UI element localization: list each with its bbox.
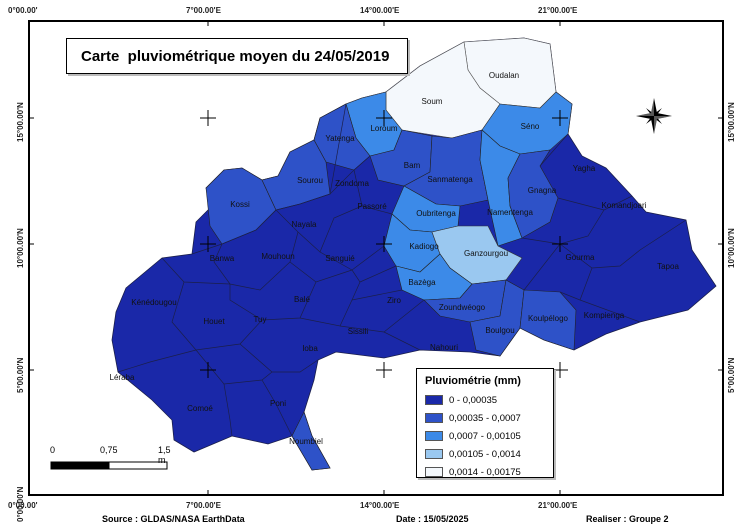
province-label-ioba: Ioba bbox=[302, 344, 318, 353]
province-label-nahouri: Nahouri bbox=[430, 343, 458, 352]
province-label-komandjoari: Komandjoari bbox=[602, 201, 647, 210]
grid-label-top-2: 14°00.00'E bbox=[360, 6, 400, 15]
province-label-leraba: Léraba bbox=[110, 373, 135, 382]
province-label-ganzourgou: Ganzourgou bbox=[464, 249, 508, 258]
graticule-crosses bbox=[200, 110, 568, 378]
scale-bar: 0 0,75 1,5 m bbox=[50, 445, 172, 476]
province-label-ziro: Ziro bbox=[387, 296, 401, 305]
grid-label-top-1: 7°00.00'E bbox=[186, 6, 221, 15]
province-label-nayala: Nayala bbox=[292, 220, 317, 229]
legend-item: 0 - 0,00035 bbox=[425, 391, 545, 409]
map-title: Carte pluviométrique moyen du 24/05/2019 bbox=[66, 38, 408, 74]
grid-label-bottom-3: 21°00.00'E bbox=[538, 501, 578, 510]
province-label-zoundweogo: Zoundwéogo bbox=[439, 303, 486, 312]
province-label-seno: Séno bbox=[521, 122, 540, 131]
legend-swatch bbox=[425, 449, 443, 459]
province-label-oudalan: Oudalan bbox=[489, 71, 519, 80]
province-label-kenedougou: Kénédougou bbox=[131, 298, 176, 307]
legend-swatch bbox=[425, 395, 443, 405]
province-label-kadiogo: Kadiogo bbox=[409, 242, 439, 251]
province-shape-gnagna[interactable] bbox=[507, 149, 559, 239]
province-label-tapoa: Tapoa bbox=[657, 262, 679, 271]
province-label-soum: Soum bbox=[422, 97, 443, 106]
province-label-koulpelogo: Koulpélogo bbox=[528, 314, 569, 323]
legend: Pluviométrie (mm) 0 - 0,00035 0,00035 - … bbox=[416, 368, 554, 478]
grid-label-top-3: 21°00.00'E bbox=[538, 6, 578, 15]
footer-source: Source : GLDAS/NASA EarthData bbox=[102, 514, 245, 524]
grid-label-bottom-1: 7°00.00'E bbox=[186, 501, 221, 510]
province-label-noumbiel: Noumbiel bbox=[289, 437, 323, 446]
legend-item: 0,00035 - 0,0007 bbox=[425, 409, 545, 427]
legend-label: 0,00035 - 0,0007 bbox=[449, 412, 521, 424]
province-label-sanguie: Sanguié bbox=[325, 254, 355, 263]
province-label-kompienga: Kompienga bbox=[584, 311, 625, 320]
province-label-sanmatenga: Sanmatenga bbox=[427, 175, 473, 184]
grid-label-top-0: 0°00.00' bbox=[8, 6, 38, 15]
province-label-banwa: Banwa bbox=[210, 254, 235, 263]
legend-swatch bbox=[425, 467, 443, 477]
province-label-passore: Passoré bbox=[357, 202, 387, 211]
province-shape-noumbiel[interactable] bbox=[291, 411, 331, 471]
province-label-tuy: Tuy bbox=[253, 315, 266, 324]
legend-swatch bbox=[425, 431, 443, 441]
footer-date: Date : 15/05/2025 bbox=[396, 514, 469, 524]
province-label-gourma: Gourma bbox=[566, 253, 595, 262]
province-label-yagha: Yagha bbox=[573, 164, 596, 173]
north-arrow-icon bbox=[636, 98, 672, 134]
province-label-sourou: Sourou bbox=[297, 176, 323, 185]
province-label-bale: Balé bbox=[294, 295, 311, 304]
scale-bar-graphic bbox=[50, 461, 168, 470]
province-labels: Oudalan Soum Loroum Séno Yatenga Bam San… bbox=[110, 71, 680, 446]
legend-title: Pluviométrie (mm) bbox=[425, 375, 521, 387]
scale-label-start: 0 bbox=[50, 445, 56, 455]
legend-item: 0,00105 - 0,0014 bbox=[425, 445, 545, 463]
province-label-houet: Houet bbox=[203, 317, 225, 326]
legend-label: 0,0014 - 0,00175 bbox=[449, 466, 521, 478]
province-label-sissili: Sissili bbox=[348, 327, 369, 336]
province-label-oubritenga: Oubritenga bbox=[416, 209, 456, 218]
legend-item: 0,0014 - 0,00175 bbox=[425, 463, 545, 481]
grid-label-bottom-2: 14°00.00'E bbox=[360, 501, 400, 510]
province-label-bam: Bam bbox=[404, 161, 421, 170]
footer-author: Realiser : Groupe 2 bbox=[586, 514, 669, 524]
legend-label: 0 - 0,00035 bbox=[449, 394, 498, 406]
province-label-loroum: Loroum bbox=[370, 124, 397, 133]
province-label-yatenga: Yatenga bbox=[325, 134, 355, 143]
province-label-kossi: Kossi bbox=[230, 200, 250, 209]
legend-label: 0,00105 - 0,0014 bbox=[449, 448, 521, 460]
province-boundaries bbox=[117, 103, 687, 437]
province-label-comoe: Comoé bbox=[187, 404, 213, 413]
scale-label-mid: 0,75 bbox=[100, 445, 118, 455]
province-label-mouhoun: Mouhoun bbox=[261, 252, 294, 261]
province-label-gnagna: Gnagna bbox=[528, 186, 557, 195]
grid-label-bottom-0: 0°00.00' bbox=[8, 501, 38, 510]
province-label-zondoma: Zondoma bbox=[335, 179, 369, 188]
province-label-bazega: Bazèga bbox=[408, 278, 436, 287]
legend-swatch bbox=[425, 413, 443, 423]
frame-ticks bbox=[28, 20, 724, 496]
province-label-namentenga: Namentenga bbox=[487, 208, 533, 217]
legend-label: 0,0007 - 0,00105 bbox=[449, 430, 521, 442]
scale-label-end: 1,5 m bbox=[158, 445, 171, 465]
province-label-boulgou: Boulgou bbox=[485, 326, 514, 335]
legend-item: 0,0007 - 0,00105 bbox=[425, 427, 545, 445]
province-label-poni: Poni bbox=[270, 399, 286, 408]
province-shape-sanmatenga[interactable] bbox=[403, 129, 489, 207]
